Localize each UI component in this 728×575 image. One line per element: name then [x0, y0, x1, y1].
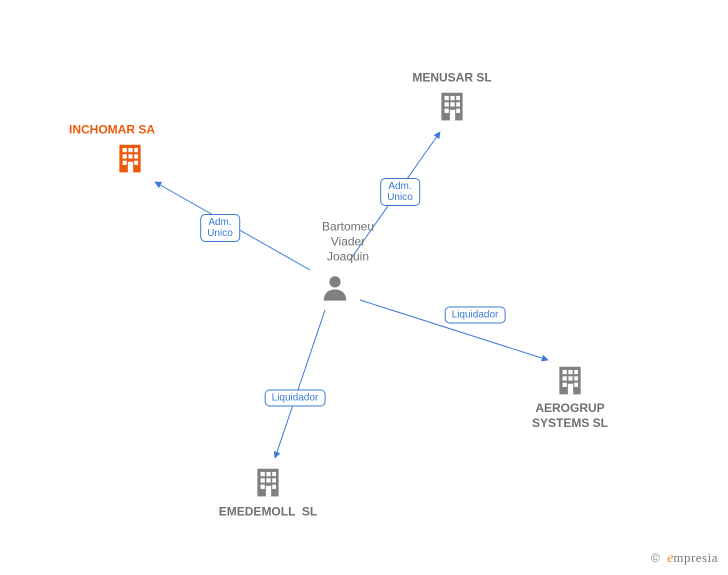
company-node	[60, 137, 200, 180]
company-node	[500, 359, 640, 402]
company-name: EMEDEMOLL SL	[198, 505, 338, 520]
diagram-canvas: Bartomeu Viader Joaquin INCHOMAR SA MENUSA…	[0, 0, 728, 575]
building-icon	[382, 89, 522, 128]
edge-label: Adm. Unico	[200, 214, 240, 242]
company-name: INCHOMAR SA	[42, 123, 182, 138]
building-icon	[60, 141, 200, 180]
edge-label: Adm. Unico	[380, 178, 420, 206]
copyright-symbol: ©	[651, 551, 660, 565]
edge-line	[275, 310, 325, 458]
person-icon	[315, 273, 355, 308]
company-node	[198, 461, 338, 504]
company-name: AEROGRUP SYSTEMS SL	[500, 401, 640, 431]
company-label: INCHOMAR SA	[42, 123, 182, 138]
edges-layer	[0, 0, 728, 575]
company-label: MENUSAR SL	[382, 71, 522, 86]
edge-label: Liquidador	[445, 307, 506, 324]
edge-label: Liquidador	[265, 390, 326, 407]
company-label: EMEDEMOLL SL	[198, 505, 338, 520]
company-node	[382, 85, 522, 128]
building-icon	[500, 363, 640, 402]
company-label: AEROGRUP SYSTEMS SL	[500, 401, 640, 431]
company-name: MENUSAR SL	[382, 71, 522, 86]
watermark: © empresia	[651, 550, 718, 567]
building-icon	[198, 465, 338, 504]
watermark-logo-rest: mpresia	[673, 550, 718, 565]
person-name: Bartomeu Viader Joaquin	[278, 220, 418, 265]
person-node-label: Bartomeu Viader Joaquin	[278, 220, 418, 265]
